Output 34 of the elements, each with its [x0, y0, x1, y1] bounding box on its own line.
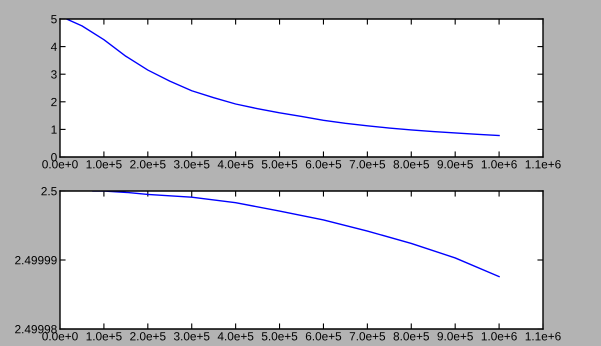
x-tick-label: 0.0e+0 — [42, 332, 78, 340]
x-tick-label: 1.0e+6 — [482, 160, 517, 168]
y-tick-label: 2.5 — [41, 187, 57, 196]
y-tick-label: 3 — [51, 70, 57, 79]
x-tick-label: 6.0e+5 — [306, 332, 342, 340]
y-tick-label: 0 — [51, 153, 57, 162]
x-tick-label: 9.0e+5 — [438, 332, 473, 340]
y-tick-label: 1 — [52, 126, 57, 134]
x-tick-label: 8.0e+5 — [394, 332, 429, 340]
x-tick-label: 1.0e+5 — [86, 160, 122, 168]
x-tick-label: 2.0e+5 — [130, 160, 166, 168]
x-tick-label: 1.1e+6 — [526, 332, 561, 340]
x-tick-label: 2.0e+5 — [130, 332, 166, 340]
x-tick-label: 4.0e+5 — [218, 160, 254, 168]
y-tick-label: 2.49998 — [15, 325, 57, 334]
x-tick-label: 5.0e+5 — [262, 160, 298, 168]
x-tick-label: 8.0e+5 — [394, 160, 429, 168]
x-tick-label: 5.0e+5 — [262, 332, 298, 340]
y-tick-label: 2 — [51, 98, 57, 106]
x-tick-label: 6.0e+5 — [306, 160, 342, 168]
x-tick-label: 3.0e+5 — [174, 160, 210, 168]
x-tick-label: 9.0e+5 — [438, 160, 473, 168]
y-tick-label: 4 — [50, 42, 57, 51]
x-tick-label: 1.0e+5 — [86, 332, 122, 340]
x-tick-label: 1.1e+6 — [526, 160, 561, 168]
x-tick-label: 0.0e+0 — [42, 160, 78, 168]
x-tick-label: 4.0e+5 — [218, 332, 254, 340]
x-tick-label: 7.0e+5 — [350, 332, 386, 340]
x-tick-label: 7.0e+5 — [350, 160, 386, 168]
line-series — [66, 19, 500, 136]
x-tick-label: 3.0e+5 — [174, 332, 210, 340]
y-tick-label: 2.49999 — [15, 256, 57, 264]
x-tick-label: 1.0e+6 — [482, 332, 517, 340]
y-tick-label: 5 — [51, 15, 57, 24]
